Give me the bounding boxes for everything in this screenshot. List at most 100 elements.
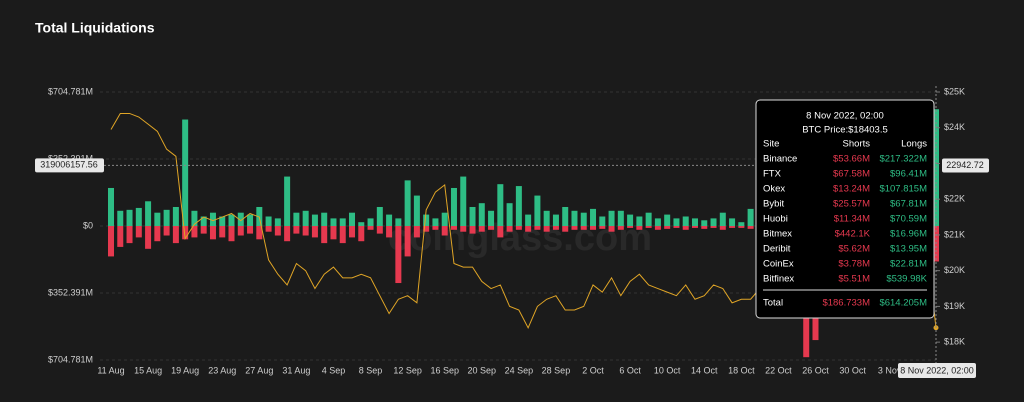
bar <box>191 226 198 238</box>
y2-crosshair-box <box>942 158 989 173</box>
bar <box>478 226 485 232</box>
bar <box>590 226 597 230</box>
bar <box>200 216 207 226</box>
bar <box>691 218 698 226</box>
bar <box>673 226 680 228</box>
bar <box>469 226 476 234</box>
bar <box>247 214 254 226</box>
bar <box>423 214 430 226</box>
axes: $704.781M$352.391M$0$352.391M$704.781M$1… <box>35 86 989 378</box>
bar <box>682 216 689 226</box>
tooltip-longs: $217.322M <box>879 154 927 165</box>
bar <box>432 226 439 230</box>
x-tick-label: 14 Oct <box>691 365 718 375</box>
bar <box>497 184 504 226</box>
bars <box>108 109 939 358</box>
y2-crosshair-label: 22942.72 <box>946 160 984 170</box>
y2-tick-label: $18K <box>944 337 965 347</box>
tooltip-longs: $67.81M <box>890 199 927 210</box>
bar <box>135 207 142 226</box>
bar <box>358 226 365 242</box>
bar <box>710 218 717 226</box>
y2-tick-label: $20K <box>944 265 965 275</box>
bar <box>654 226 661 230</box>
bar <box>117 226 124 247</box>
bar <box>432 218 439 226</box>
bar <box>719 226 726 230</box>
bar <box>209 226 216 240</box>
x-tick-label: 4 Sep <box>322 365 346 375</box>
bar <box>376 206 383 226</box>
bar <box>386 214 393 226</box>
bar <box>395 226 402 284</box>
x-crosshair-box <box>898 363 976 378</box>
x-tick-label: 22 Oct <box>765 365 792 375</box>
bar <box>682 226 689 230</box>
tooltip-shorts: $13.24M <box>833 184 870 195</box>
bar <box>627 214 634 226</box>
bar <box>330 226 337 240</box>
bar <box>571 226 578 230</box>
bar <box>636 216 643 226</box>
bar <box>488 226 495 230</box>
bar <box>256 226 263 240</box>
bar <box>738 226 745 228</box>
bar <box>747 208 754 226</box>
bar <box>580 212 587 226</box>
bar <box>515 226 522 230</box>
bar <box>562 226 569 232</box>
tooltip-site: Bybit <box>763 199 784 210</box>
bar <box>460 226 467 232</box>
tooltip-site: FTX <box>763 169 782 180</box>
bar <box>145 226 152 249</box>
bar <box>386 226 393 238</box>
bar <box>645 212 652 226</box>
bar <box>228 226 235 242</box>
bar <box>608 210 615 226</box>
bar <box>311 214 318 226</box>
y-tick-label: $0 <box>83 220 93 230</box>
bar <box>701 220 708 226</box>
bar <box>664 214 671 226</box>
bar <box>562 206 569 226</box>
tooltip-site: Bitfinex <box>763 274 794 285</box>
bar <box>163 226 170 236</box>
bar <box>293 226 300 234</box>
bar <box>228 214 235 226</box>
bar <box>645 226 652 228</box>
bar <box>534 195 541 226</box>
tooltip-longs: $539.98K <box>886 274 927 285</box>
y2-tick-label: $25K <box>944 86 965 96</box>
bar <box>256 206 263 226</box>
x-tick-label: 6 Oct <box>619 365 641 375</box>
chart-title: Total Liquidations <box>35 20 155 36</box>
tooltip-shorts: $5.51M <box>838 274 870 285</box>
x-tick-label: 24 Sep <box>505 365 534 375</box>
bar <box>729 226 736 228</box>
x-tick-label: 11 Aug <box>97 365 124 375</box>
bar <box>654 218 661 226</box>
bar <box>450 187 457 226</box>
bar <box>423 226 430 232</box>
tooltip: 8 Nov 2022, 02:00 BTC Price:$18403.5 Site S… <box>755 99 935 319</box>
bar <box>478 203 485 226</box>
bar <box>636 226 643 230</box>
tooltip-shorts: $53.66M <box>833 154 870 165</box>
bar <box>237 212 244 226</box>
bar <box>209 212 216 226</box>
bar <box>367 218 374 226</box>
tooltip-box <box>755 99 935 319</box>
bar <box>441 226 448 236</box>
y2-tick-label: $22K <box>944 194 965 204</box>
bar <box>738 222 745 226</box>
bar <box>617 210 624 226</box>
x-tick-label: 20 Sep <box>468 365 497 375</box>
x-tick-label: 10 Oct <box>654 365 681 375</box>
tooltip-shorts: $442.1K <box>835 229 871 240</box>
tooltip-longs: $13.95M <box>890 244 927 255</box>
bar <box>274 218 281 226</box>
bar <box>506 226 513 232</box>
tooltip-total-label: Total <box>763 298 783 309</box>
bar <box>599 226 606 229</box>
